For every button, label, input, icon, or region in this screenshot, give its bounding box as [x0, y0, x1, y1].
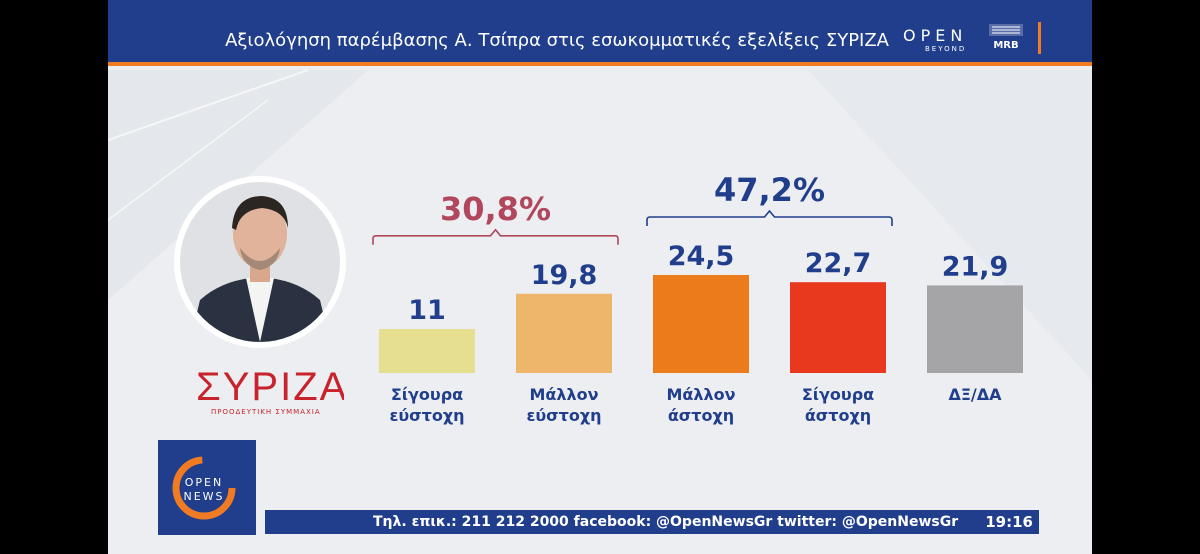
open-logo-sub: BEYOND [925, 45, 967, 53]
value-label-1: 11 [408, 295, 446, 326]
bar-chart: 11 Σίγουρα εύστοχη 19,8 Μάλλον εύστοχη 24,5 Μάλ… [372, 171, 1023, 425]
category-label-3-1: Μάλλον [666, 385, 735, 404]
category-label-5-1: ΔΞ/ΔΑ [948, 385, 1002, 404]
open-logo-text: OPEN [903, 26, 968, 45]
group-total-label-2: 47,2% [714, 171, 825, 209]
group-total-label-1: 30,8% [440, 190, 551, 228]
syriza-logo: ΣΥΡΙΖΑ [196, 365, 344, 409]
open-news-line1: OPEN [185, 476, 223, 489]
open-news-logo: OPEN NEWS [158, 440, 256, 535]
bar-4 [790, 282, 886, 373]
group-bracket-2 [646, 209, 893, 226]
header-separator [1038, 22, 1041, 54]
header-bar: Αξιολόγηση παρέμβασης Α. Τσίπρα στις εσω… [108, 0, 1092, 62]
bar-1 [379, 329, 475, 373]
value-label-4: 22,7 [805, 248, 872, 279]
category-label-2-2: εύστοχη [526, 406, 601, 425]
mrb-logo: MRB [989, 40, 1023, 51]
politician-portrait [174, 176, 346, 348]
group-bracket-1 [372, 228, 619, 245]
broadcast-screen: Αξιολόγηση παρέμβασης Α. Τσίπρα στις εσω… [108, 0, 1092, 554]
bar-2 [516, 293, 612, 373]
category-label-1-2: εύστοχη [389, 406, 464, 425]
open-news-logo-mark: OPEN NEWS [172, 456, 236, 520]
ticker-clock: 19:16 [985, 513, 1033, 531]
value-label-3: 24,5 [668, 241, 735, 272]
ticker-contact-text: Τηλ. επικ.: 211 212 2000 facebook: @Open… [373, 514, 959, 530]
header-accent-line [108, 62, 1092, 66]
category-label-3-2: άστοχη [668, 406, 734, 425]
open-news-line2: NEWS [183, 490, 224, 503]
mrb-logo-mark [989, 24, 1023, 36]
bar-3 [653, 275, 749, 373]
open-beyond-logo: OPEN BEYOND [903, 26, 973, 56]
category-label-4-1: Σίγουρα [802, 385, 874, 404]
syriza-logo-text: ΣΥΡΙΖΑ [196, 365, 344, 409]
news-ticker: Τηλ. επικ.: 211 212 2000 facebook: @Open… [265, 510, 1039, 534]
portrait-image [180, 182, 340, 342]
category-label-1-1: Σίγουρα [391, 385, 463, 404]
header-title: Αξιολόγηση παρέμβασης Α. Τσίπρα στις εσω… [225, 30, 889, 51]
value-label-2: 19,8 [531, 260, 598, 291]
value-label-5: 21,9 [942, 251, 1009, 282]
category-label-2-1: Μάλλον [529, 385, 598, 404]
bar-5 [927, 285, 1023, 373]
syriza-logo-subtitle: ΠΡΟΟΔΕΥΤΙΚΗ ΣΥΜΜΑΧΙΑ [211, 408, 321, 416]
category-label-4-2: άστοχη [805, 406, 871, 425]
